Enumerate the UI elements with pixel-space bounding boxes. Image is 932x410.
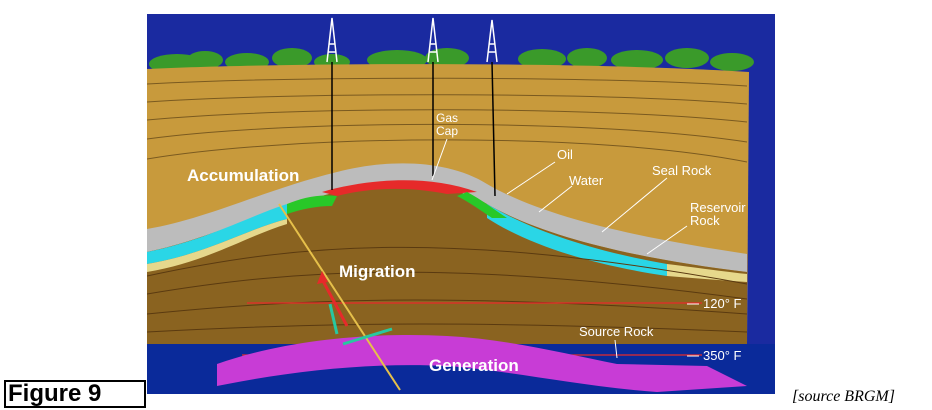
source-rock-label: Source Rock [579,324,654,339]
migration-arrow-red [320,278,349,327]
reservoir-rock-label-2: Rock [690,213,720,228]
water-left [147,204,287,264]
temperature-120-label: 120° F [703,296,742,311]
migration-label: Migration [339,262,416,281]
wells [331,61,496,197]
lower-rock-layers [147,184,747,344]
water-label: Water [569,173,604,188]
gas-cap [322,180,477,196]
fault-line [278,203,401,391]
accumulation-label: Accumulation [187,166,299,185]
migration-arrowhead-red [317,271,328,284]
petroleum-system-svg: Gas Cap Oil Water Seal Rock Reservoir Ro… [146,14,775,394]
water-right [487,204,667,276]
generation-label: Generation [429,356,519,375]
figure-label: Figure 9 [4,380,146,408]
leader-lines [431,138,699,359]
seal-rock-layer [147,163,747,272]
migration-arrow-cyan [342,327,393,346]
source-credit: [source BRGM] [792,388,895,405]
sand-left [147,219,287,272]
source-rock [217,334,747,392]
sand-right [667,264,747,282]
oil-label: Oil [557,147,573,162]
strata-lines-lower [146,246,748,333]
oil-left [287,195,337,214]
gas-cap-label-1: Gas [436,111,458,125]
drilling-rigs [326,17,498,63]
reservoir-rock-label-1: Reservoir [690,200,746,215]
migration-arrow-green [328,303,339,335]
gas-cap-label-2: Cap [436,124,458,138]
temperature-350-label: 350° F [703,348,742,363]
petroleum-system-diagram: Gas Cap Oil Water Seal Rock Reservoir Ro… [146,14,775,394]
seal-rock-label: Seal Rock [652,163,712,178]
oil-right [457,192,507,218]
